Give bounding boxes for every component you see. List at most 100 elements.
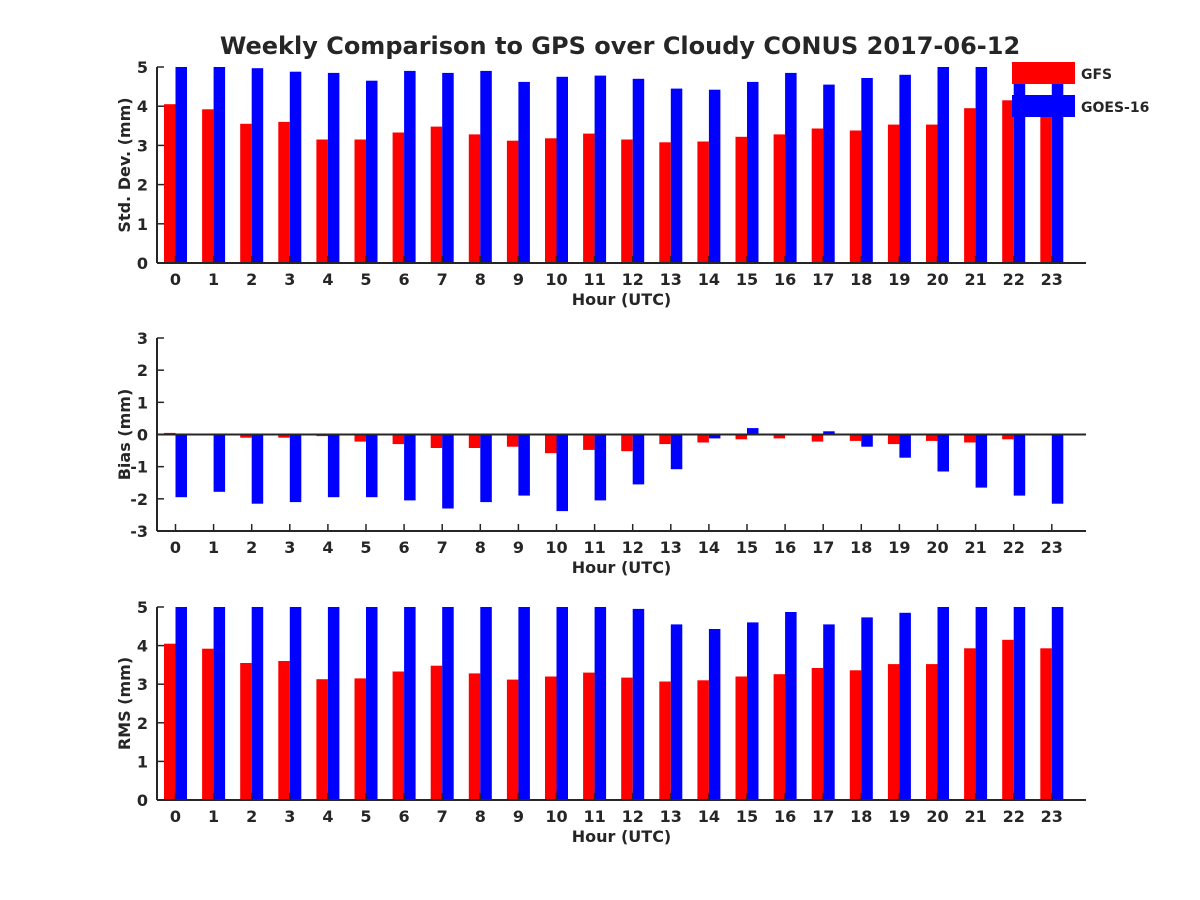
x-tick-label: 3	[284, 270, 295, 289]
bar-goes16-14	[708, 434, 721, 439]
bar-gfs-22	[1002, 100, 1014, 263]
bar-gfs-8	[468, 434, 481, 448]
bar-goes16-11	[594, 607, 607, 800]
bar-goes16-5	[366, 607, 378, 800]
bar-gfs-23	[1040, 108, 1052, 263]
x-tick-label: 3	[284, 538, 295, 557]
x-tick-label: 4	[322, 807, 333, 826]
bar-gfs-2	[240, 663, 252, 800]
bar-gfs-16	[773, 674, 786, 800]
bar-goes16-13	[670, 624, 683, 800]
bar-gfs-11	[583, 133, 595, 263]
y-tick-label: 1	[137, 393, 148, 412]
bar-gfs-7	[430, 434, 443, 448]
x-tick-label: 8	[475, 807, 486, 826]
bar-gfs-13	[659, 681, 671, 800]
bar-gfs-3	[278, 434, 290, 438]
x-tick-label: 7	[437, 270, 448, 289]
bar-goes16-7	[442, 607, 454, 800]
legend-swatch-gfs	[1012, 62, 1075, 84]
bar-goes16-7	[442, 72, 454, 264]
bar-goes16-0	[175, 434, 187, 498]
bar-gfs-10	[545, 138, 557, 263]
bar-gfs-10	[545, 434, 557, 454]
x-tick-label: 11	[583, 807, 605, 826]
x-tick-label: 0	[170, 807, 181, 826]
x-tick-label: 17	[812, 270, 834, 289]
bar-goes16-9	[518, 81, 530, 264]
x-tick-label: 12	[622, 270, 644, 289]
bar-gfs-1	[202, 109, 214, 263]
y-tick-label: 1	[137, 215, 148, 234]
bar-gfs-15	[735, 676, 747, 800]
bar-goes16-1	[213, 434, 226, 492]
bar-gfs-7	[430, 126, 443, 263]
bar-gfs-4	[316, 679, 328, 800]
x-tick-label: 7	[437, 538, 448, 557]
bar-gfs-20	[926, 434, 938, 441]
bar-gfs-12	[621, 139, 633, 263]
bar-gfs-0	[164, 643, 176, 800]
bar-goes16-0	[175, 607, 187, 800]
bar-gfs-22	[1002, 639, 1014, 800]
y-axis-label: Std. Dev. (mm)	[115, 97, 134, 232]
x-tick-label: 15	[736, 538, 758, 557]
bar-gfs-11	[583, 672, 595, 800]
bar-gfs-3	[278, 121, 290, 264]
bar-gfs-21	[964, 648, 976, 800]
x-tick-label: 7	[437, 807, 448, 826]
bar-goes16-10	[556, 607, 568, 800]
bar-goes16-4	[327, 607, 340, 800]
bar-gfs-10	[545, 676, 557, 800]
y-tick-label: 5	[137, 598, 148, 617]
legend: GFS GOES-16	[1012, 62, 1149, 117]
x-tick-label: 13	[660, 270, 682, 289]
x-tick-label: 23	[1041, 807, 1063, 826]
y-tick-label: 3	[137, 329, 148, 348]
y-tick-label: 2	[137, 361, 148, 380]
x-tick-label: 23	[1041, 538, 1063, 557]
bar-goes16-22	[1013, 607, 1026, 800]
x-tick-label: 16	[774, 270, 796, 289]
bar-gfs-15	[735, 136, 747, 263]
x-tick-label: 8	[475, 270, 486, 289]
bar-goes16-2	[251, 68, 264, 263]
bar-goes16-12	[632, 434, 645, 485]
bar-gfs-5	[354, 678, 366, 800]
bar-goes16-15	[747, 622, 759, 800]
bar-gfs-18	[849, 670, 862, 800]
bar-goes16-11	[594, 434, 607, 501]
bar-gfs-21	[964, 434, 976, 443]
bar-goes16-4	[327, 434, 340, 498]
bar-gfs-14	[697, 141, 709, 263]
bar-gfs-5	[354, 139, 366, 263]
bar-goes16-2	[251, 434, 264, 504]
x-tick-label: 1	[208, 270, 219, 289]
x-tick-label: 1	[208, 807, 219, 826]
y-tick-label: 2	[137, 176, 148, 195]
bar-goes16-19	[899, 612, 911, 800]
bar-goes16-23	[1051, 434, 1064, 504]
bar-gfs-8	[468, 673, 481, 800]
x-tick-label: 15	[736, 270, 758, 289]
bar-goes16-0	[175, 67, 187, 263]
x-axis-label: Hour (UTC)	[572, 558, 672, 577]
bar-gfs-22	[1002, 434, 1014, 440]
bar-gfs-19	[887, 434, 900, 445]
y-tick-label: 3	[137, 136, 148, 155]
bar-goes16-13	[670, 88, 683, 263]
x-tick-label: 22	[1003, 538, 1025, 557]
bar-goes16-23	[1051, 607, 1064, 800]
x-tick-label: 17	[812, 807, 834, 826]
bar-goes16-9	[518, 607, 530, 800]
bar-gfs-21	[964, 108, 976, 263]
bar-goes16-6	[404, 607, 416, 800]
bar-goes16-20	[937, 67, 949, 263]
bar-goes16-10	[556, 76, 568, 263]
chart-title: Weekly Comparison to GPS over Cloudy CON…	[220, 32, 1020, 60]
bar-gfs-4	[316, 139, 328, 263]
x-tick-label: 21	[964, 270, 986, 289]
y-axis-label: RMS (mm)	[115, 657, 134, 750]
